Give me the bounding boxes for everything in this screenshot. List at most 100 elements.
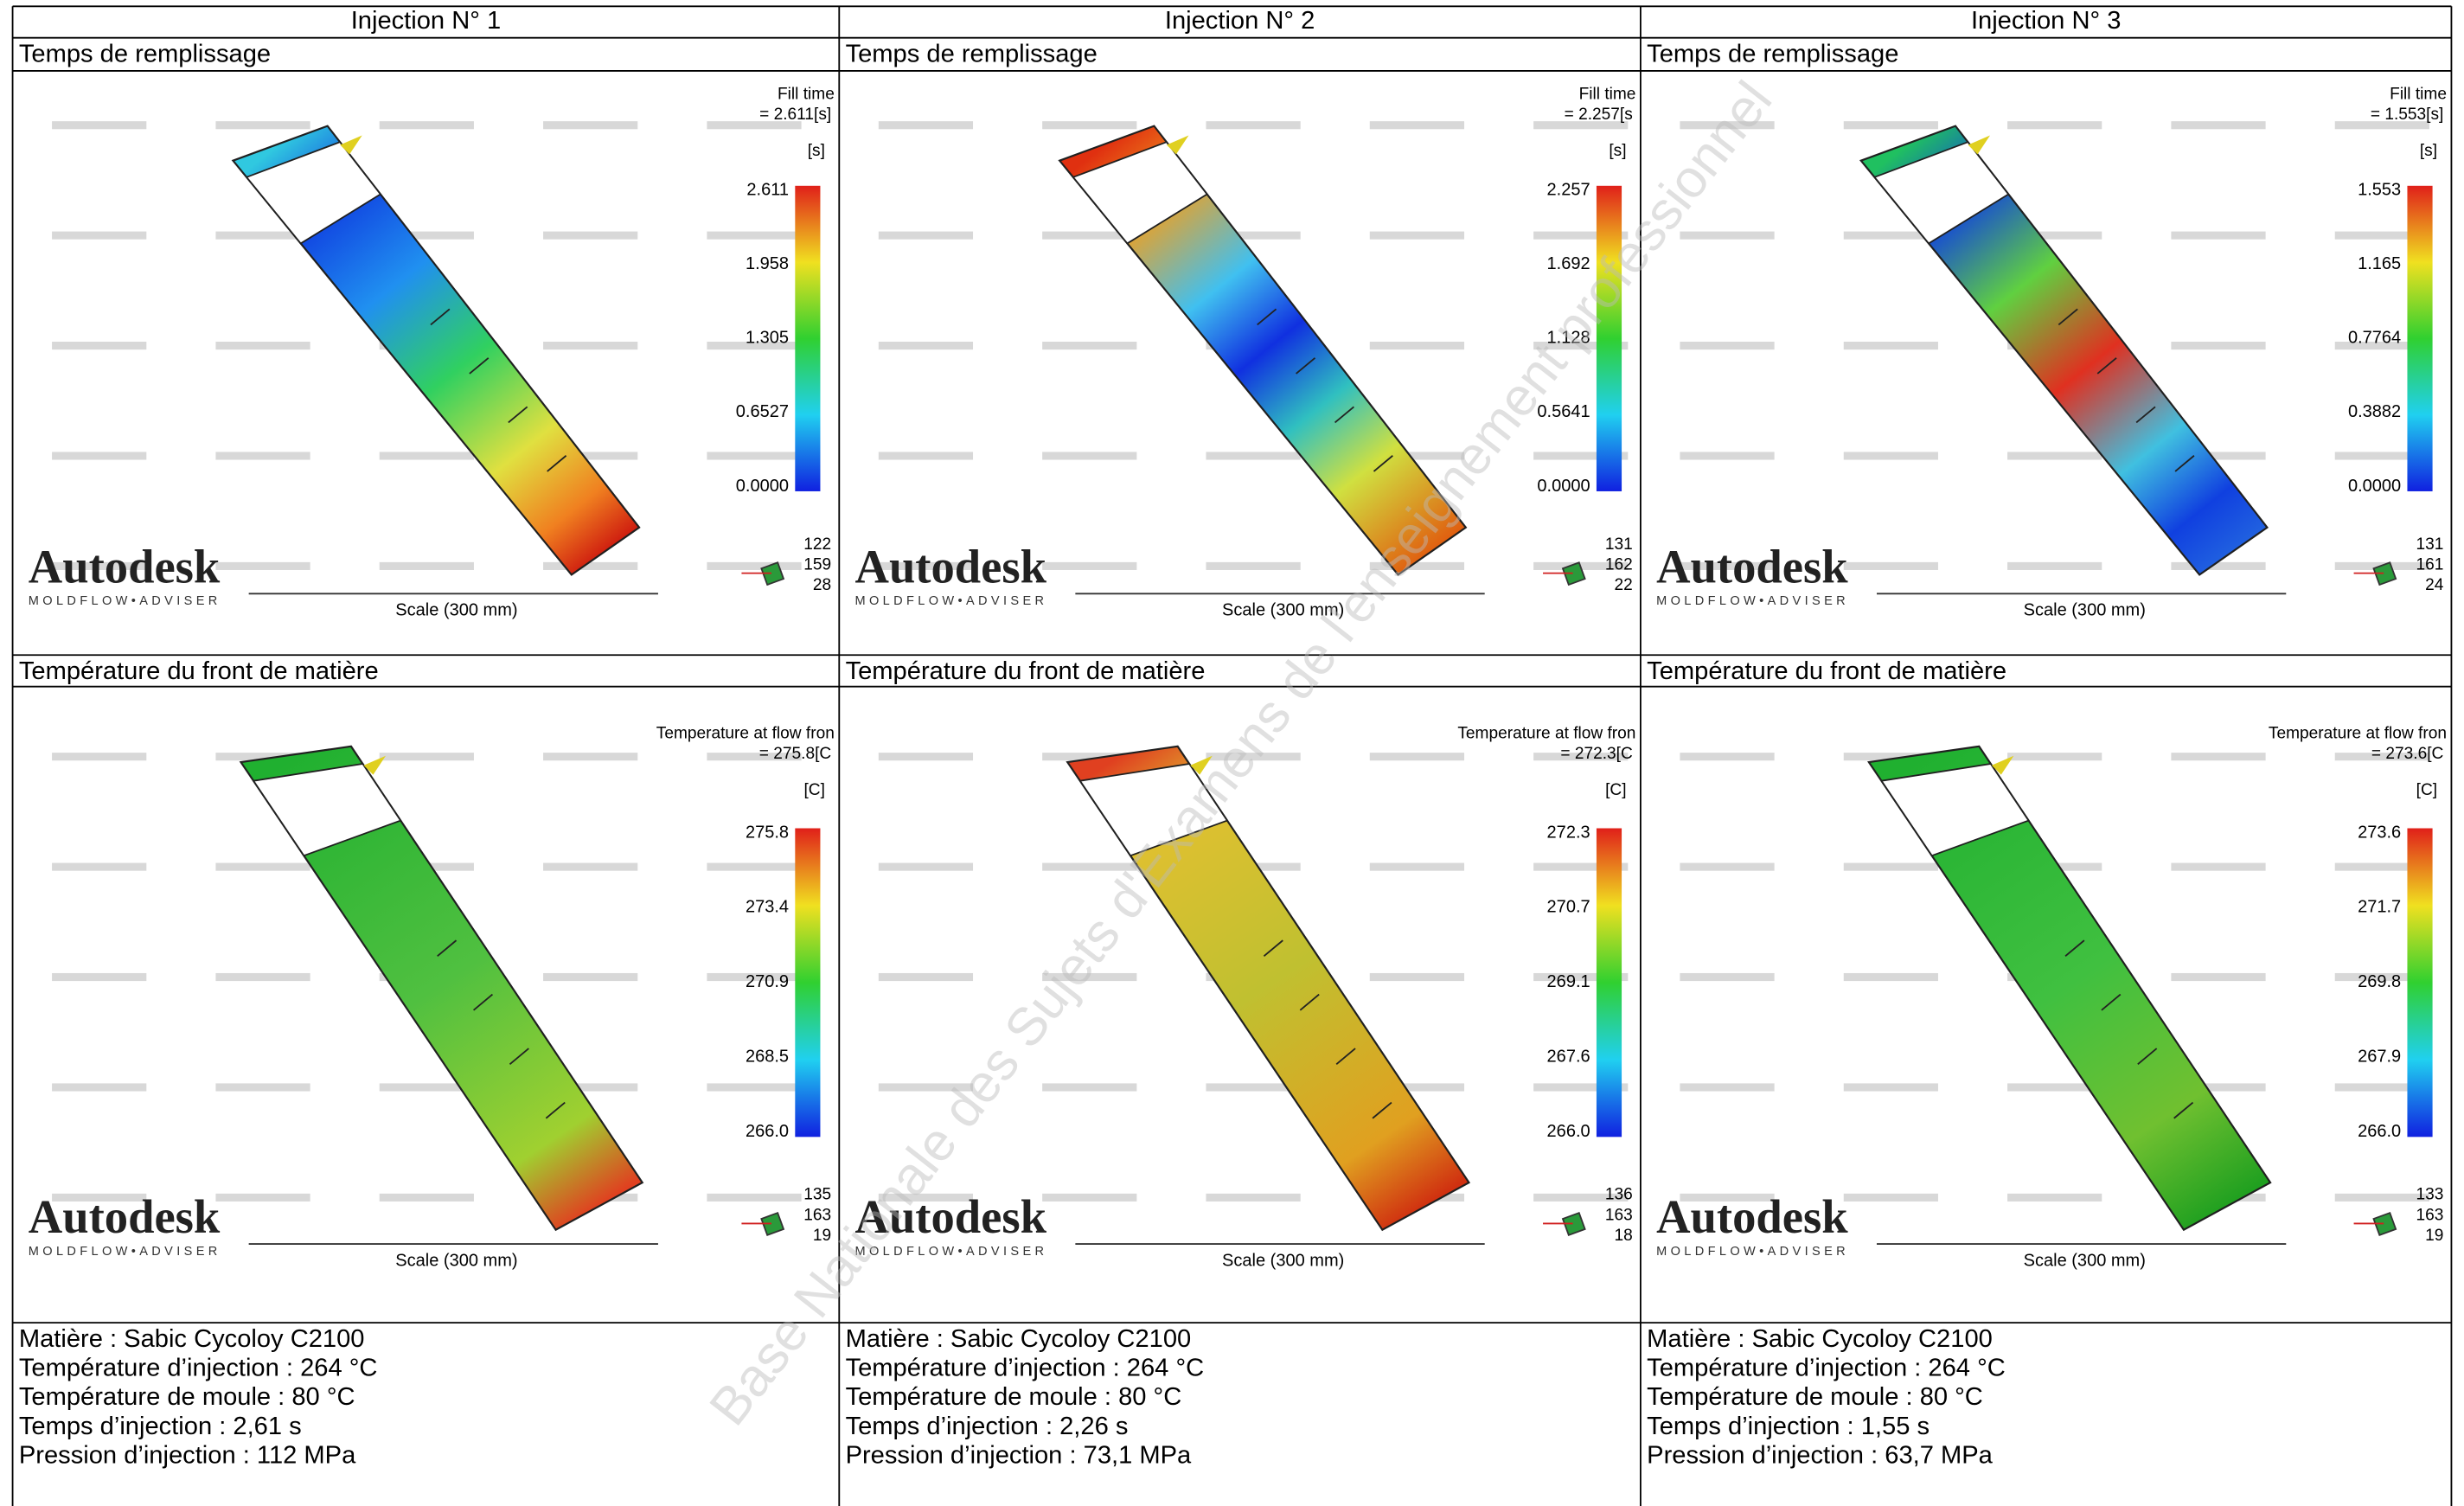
legend-value: = 272.3[C xyxy=(1560,745,1633,763)
legend-value: = 1.553[s] xyxy=(2371,106,2443,124)
background-pattern xyxy=(879,973,973,981)
background-pattern xyxy=(2171,863,2265,871)
background-pattern xyxy=(879,753,973,760)
legend-unit: [C] xyxy=(803,781,824,799)
legend-tick: 1.165 xyxy=(2358,254,2401,273)
triad-label: 131 xyxy=(1605,535,1633,554)
triad-label: 133 xyxy=(2416,1186,2443,1204)
color-bar xyxy=(2407,829,2432,1138)
legend-title: Fill time xyxy=(778,85,835,103)
background-pattern xyxy=(879,121,973,129)
product: MOLDFLOW•ADVISER xyxy=(29,594,221,608)
logo: Autodesk xyxy=(1656,540,1848,593)
legend-tick: 2.257 xyxy=(1547,181,1590,200)
triad-label: 136 xyxy=(1605,1186,1633,1204)
background-pattern xyxy=(879,342,973,349)
background-pattern xyxy=(1370,121,1464,129)
legend-tick: 268.5 xyxy=(746,1048,789,1067)
background-pattern xyxy=(879,452,973,459)
background-pattern xyxy=(1680,753,1774,760)
background-pattern xyxy=(879,863,973,871)
background-pattern xyxy=(1370,232,1464,240)
background-pattern xyxy=(1042,121,1136,129)
triad-label: 163 xyxy=(803,1206,831,1224)
logo: Autodesk xyxy=(1656,1190,1848,1243)
scale-label: Scale (300 mm) xyxy=(2024,1251,2146,1270)
scale-label: Scale (300 mm) xyxy=(395,1251,517,1270)
info-line: Temps d’injection : 1,55 s xyxy=(1647,1413,1930,1440)
background-pattern xyxy=(707,1194,801,1202)
background-pattern xyxy=(1680,232,1774,240)
info-line: Temps d’injection : 2,26 s xyxy=(846,1413,1129,1440)
info-line: Température de moule : 80 °C xyxy=(19,1383,355,1411)
triad-label: 19 xyxy=(2425,1227,2443,1245)
background-pattern xyxy=(1370,753,1464,760)
color-bar xyxy=(795,829,820,1138)
legend-tick: 275.8 xyxy=(746,823,789,842)
legend-value: = 275.8[C xyxy=(759,745,832,763)
triad-label: 162 xyxy=(1605,556,1633,574)
legend-title: Temperature at flow fron xyxy=(656,724,835,742)
info-line: Pression d’injection : 73,1 MPa xyxy=(846,1442,1192,1470)
background-pattern xyxy=(215,1194,310,1202)
background-pattern xyxy=(543,753,637,760)
legend-tick: 0.6527 xyxy=(736,402,789,421)
background-pattern xyxy=(2171,753,2265,760)
info-line: Pression d’injection : 63,7 MPa xyxy=(1647,1442,1993,1470)
legend-unit: [C] xyxy=(1605,781,1626,799)
background-pattern xyxy=(2007,562,2102,570)
section-title: Température du front de matière xyxy=(846,657,1206,685)
legend-tick: 270.9 xyxy=(746,972,789,991)
background-pattern xyxy=(215,121,310,129)
legend-tick: 2.611 xyxy=(746,181,789,200)
info-line: Matière : Sabic Cycoloy C2100 xyxy=(846,1325,1192,1353)
triad-label: 159 xyxy=(803,556,831,574)
background-pattern xyxy=(2171,973,2265,981)
background-pattern xyxy=(1042,562,1136,570)
background-pattern xyxy=(707,452,801,459)
column-header: Injection N° 3 xyxy=(1971,7,2121,35)
legend-tick: 271.7 xyxy=(2358,898,2401,917)
background-pattern xyxy=(52,452,146,459)
document: Injection N° 1Temps de remplissageTempér… xyxy=(0,0,2464,1506)
column-header: Injection N° 2 xyxy=(1165,7,1315,35)
page: { "header": ["Injection N° 1", "Injectio… xyxy=(0,0,2464,1506)
legend-tick: 0.0000 xyxy=(1537,477,1590,496)
background-pattern xyxy=(1206,452,1300,459)
background-pattern xyxy=(2171,121,2265,129)
scale-label: Scale (300 mm) xyxy=(395,601,517,620)
background-pattern xyxy=(380,1194,474,1202)
section-title: Temps de remplissage xyxy=(1647,40,1898,67)
temp-panel: Temperature at flow fron= 272.3[C[C]272.… xyxy=(855,724,1636,1270)
legend-title: Temperature at flow fron xyxy=(2269,724,2447,742)
background-pattern xyxy=(1844,1194,1938,1202)
background-pattern xyxy=(1844,973,1938,981)
temp-panel: Temperature at flow fron = 275.8[C [C] 275.… xyxy=(29,724,835,1270)
background-pattern xyxy=(707,863,801,871)
logo: Autodesk xyxy=(855,540,1047,593)
background-pattern xyxy=(1680,452,1774,459)
legend-unit: [s] xyxy=(2420,142,2437,160)
background-pattern xyxy=(543,232,637,240)
background-pattern xyxy=(1206,121,1300,129)
background-pattern xyxy=(1680,863,1774,871)
triad-label: 122 xyxy=(803,535,831,554)
background-pattern xyxy=(707,562,801,570)
background-pattern xyxy=(543,973,637,981)
info-line: Température d’injection : 264 °C xyxy=(19,1354,378,1381)
scale-label: Scale (300 mm) xyxy=(2024,601,2146,620)
triad-label: 161 xyxy=(2416,556,2443,574)
legend-tick: 0.0000 xyxy=(2348,477,2401,496)
product: MOLDFLOW•ADVISER xyxy=(1656,594,1849,608)
info-line: Température d’injection : 264 °C xyxy=(1647,1354,2006,1381)
legend-tick: 1.958 xyxy=(746,254,789,273)
background-pattern xyxy=(215,1083,310,1091)
legend-tick: 266.0 xyxy=(1547,1122,1590,1141)
legend-tick: 0.7764 xyxy=(2348,329,2401,348)
background-pattern xyxy=(380,753,474,760)
background-pattern xyxy=(1370,863,1464,871)
background-pattern xyxy=(52,973,146,981)
background-pattern xyxy=(52,753,146,760)
product: MOLDFLOW•ADVISER xyxy=(1656,1245,1849,1259)
background-pattern xyxy=(1042,452,1136,459)
